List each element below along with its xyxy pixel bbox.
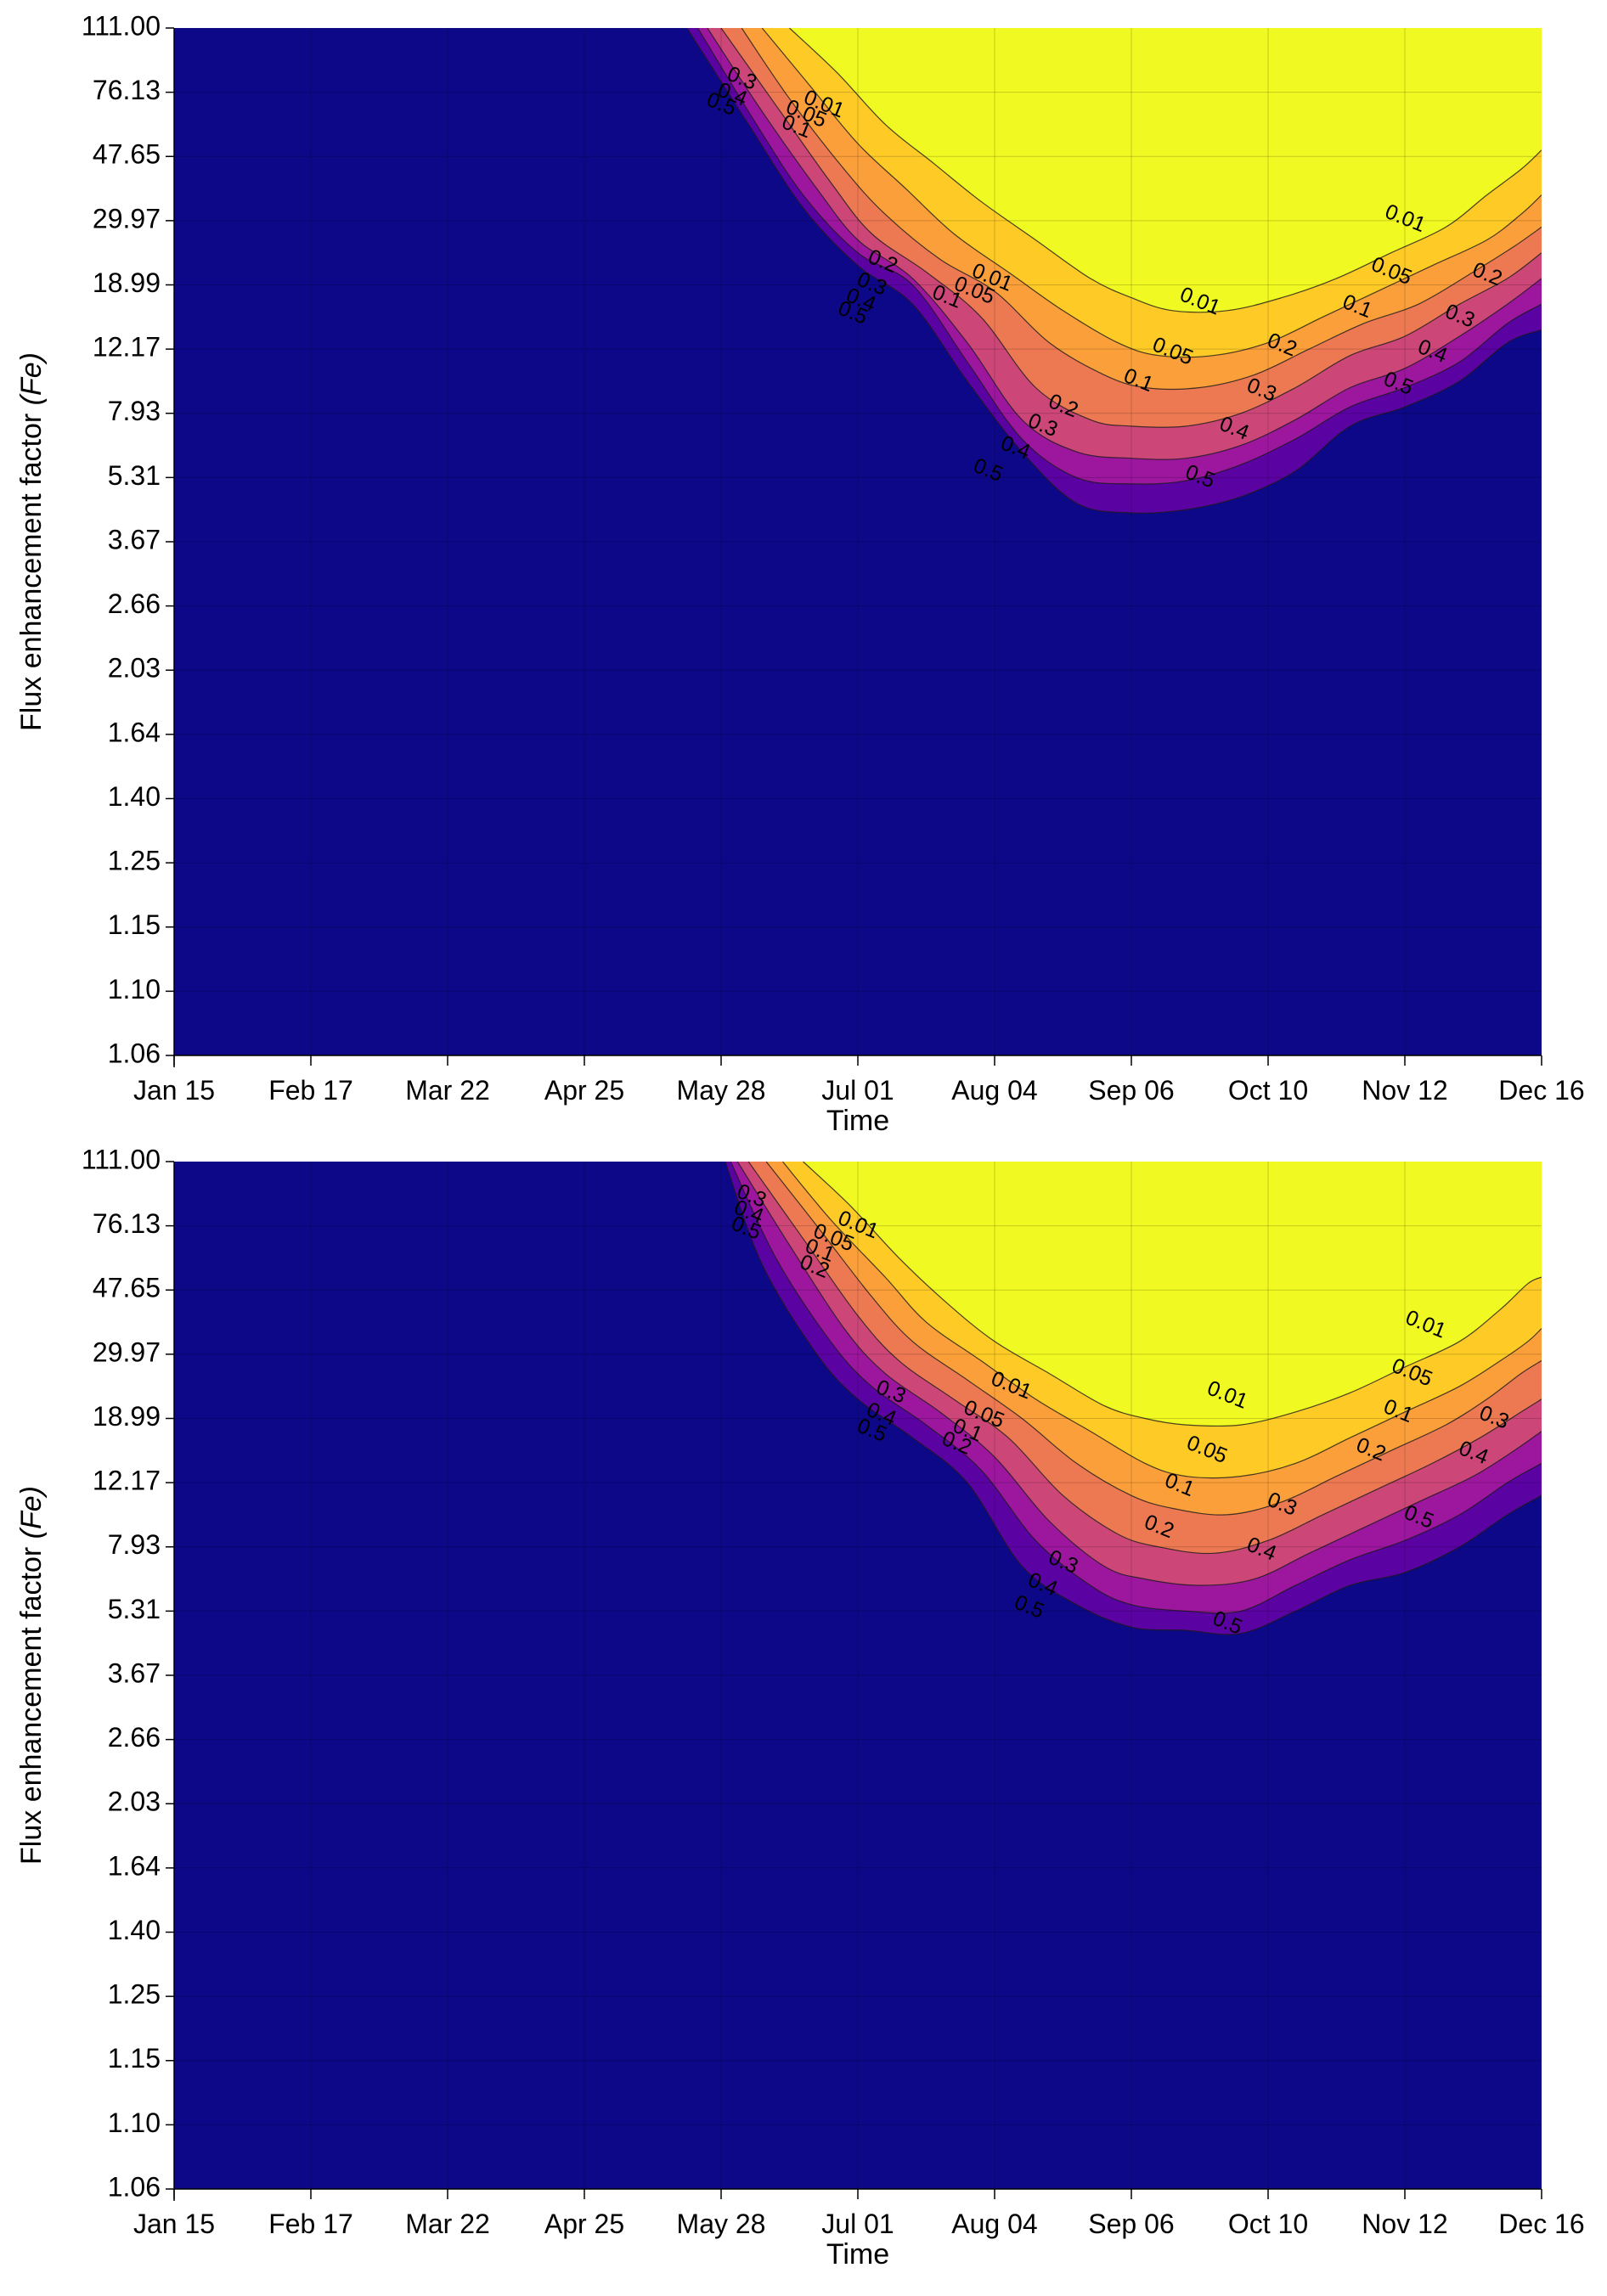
contour-line-0.4 [730,1162,1542,1614]
y-tick-label: 1.40 [108,1915,161,1945]
y-tick-label: 111.00 [82,10,161,41]
x-tick-label: May 28 [677,2209,766,2239]
y-tick-label: 1.25 [108,846,161,876]
x-tick-label: Oct 10 [1228,2209,1308,2239]
x-tick-label: Jan 15 [133,2209,215,2239]
y-tick-label: 1.64 [108,1850,161,1881]
y-tick-label: 5.31 [108,1594,161,1624]
y-tick-label: 3.67 [108,524,161,554]
y-axis-title-text: Flux enhancement factor [15,405,48,731]
x-tick-label: Nov 12 [1362,2209,1447,2239]
y-axis-title: Flux enhancement factor (Fe) [15,1486,48,1865]
y-tick-label: 76.13 [93,75,161,105]
y-tick-label: 1.15 [108,2043,161,2074]
x-tick-label: Jan 15 [133,1075,215,1106]
y-tick-label: 18.99 [93,267,161,298]
y-tick-label: 12.17 [93,1466,161,1496]
contour-panel-2: 0.010.050.10.20.30.40.50.30.40.50.010.05… [15,1144,1585,2271]
x-tick-label: Nov 12 [1362,1075,1447,1106]
contour-line-0.4 [697,28,1542,485]
y-tick-label: 12.17 [93,332,161,363]
contour-line-0.5 [686,28,1542,514]
x-tick-label: Feb 17 [268,2209,353,2239]
y-tick-label: 1.40 [108,781,161,812]
y-axis-title: Flux enhancement factor (Fe) [15,352,48,731]
y-tick-label: 2.03 [108,1787,161,1817]
y-axis-title-var: (Fe) [15,1486,48,1539]
x-tick-label: Aug 04 [951,1075,1037,1106]
y-tick-label: 29.97 [93,203,161,234]
contour-line-0.01 [789,28,1542,313]
contour-band-0.01 [803,1162,1542,1427]
contour-line-0.01 [803,1162,1542,1427]
y-tick-label: 2.66 [108,1722,161,1753]
contour-line-0.3 [736,1162,1542,1586]
x-tick-label: Mar 22 [405,1075,490,1106]
x-tick-label: Feb 17 [268,1075,353,1106]
y-tick-label: 1.10 [108,974,161,1004]
y-tick-label: 47.65 [93,139,161,170]
x-axis-title: Time [826,1105,889,1137]
grid [174,28,1542,1055]
x-tick-label: Apr 25 [544,1075,624,1106]
contour-line-0.3 [707,28,1542,460]
x-tick-label: Jul 01 [821,1075,894,1106]
x-tick-label: Sep 06 [1088,2209,1174,2239]
y-tick-label: 1.15 [108,909,161,940]
y-tick-label: 1.06 [108,2171,161,2202]
y-tick-label: 18.99 [93,1401,161,1432]
contour-panel-1: 0.010.050.10.30.40.50.20.30.40.50.010.05… [15,10,1585,1137]
y-tick-label: 7.93 [108,1529,161,1560]
y-axis-title-text: Flux enhancement factor [15,1539,48,1865]
contour-line-0.05 [782,1162,1542,1479]
y-tick-label: 76.13 [93,1208,161,1239]
y-tick-label: 111.00 [82,1144,161,1174]
contour-line-0.1 [765,1162,1542,1516]
x-tick-label: Dec 16 [1498,1075,1584,1106]
y-tick-label: 2.66 [108,588,161,619]
x-tick-label: Aug 04 [951,2209,1037,2239]
y-tick-label: 1.25 [108,1979,161,2010]
y-tick-label: 1.10 [108,2107,161,2138]
x-tick-label: Apr 25 [544,2209,624,2239]
x-tick-label: Oct 10 [1228,1075,1308,1106]
contour-line-0.1 [741,28,1542,390]
plot-area: 0.010.050.10.30.40.50.20.30.40.50.010.05… [174,28,1542,1055]
y-tick-label: 3.67 [108,1657,161,1688]
y-tick-label: 7.93 [108,396,161,426]
x-tick-label: Sep 06 [1088,1075,1174,1106]
x-tick-label: Dec 16 [1498,2209,1584,2239]
y-tick-label: 5.31 [108,460,161,491]
y-axis-title-var: (Fe) [15,352,48,405]
y-tick-label: 1.06 [108,1038,161,1068]
contour-line-0.5 [725,1162,1542,1635]
y-tick-label: 1.64 [108,717,161,747]
x-tick-label: Mar 22 [405,2209,490,2239]
plot-area: 0.010.050.10.20.30.40.50.30.40.50.010.05… [174,1162,1542,2189]
y-tick-label: 2.03 [108,653,161,684]
y-tick-label: 47.65 [93,1273,161,1303]
x-tick-label: Jul 01 [821,2209,894,2239]
y-tick-label: 29.97 [93,1337,161,1367]
grid [174,1162,1542,2189]
contour-line-0.2 [747,1162,1542,1555]
x-tick-label: May 28 [677,1075,766,1106]
contour-line-0.2 [720,28,1542,428]
x-axis-title: Time [826,2238,889,2271]
contour-band-0.01 [789,28,1542,312]
contour-line-0.05 [761,28,1542,358]
